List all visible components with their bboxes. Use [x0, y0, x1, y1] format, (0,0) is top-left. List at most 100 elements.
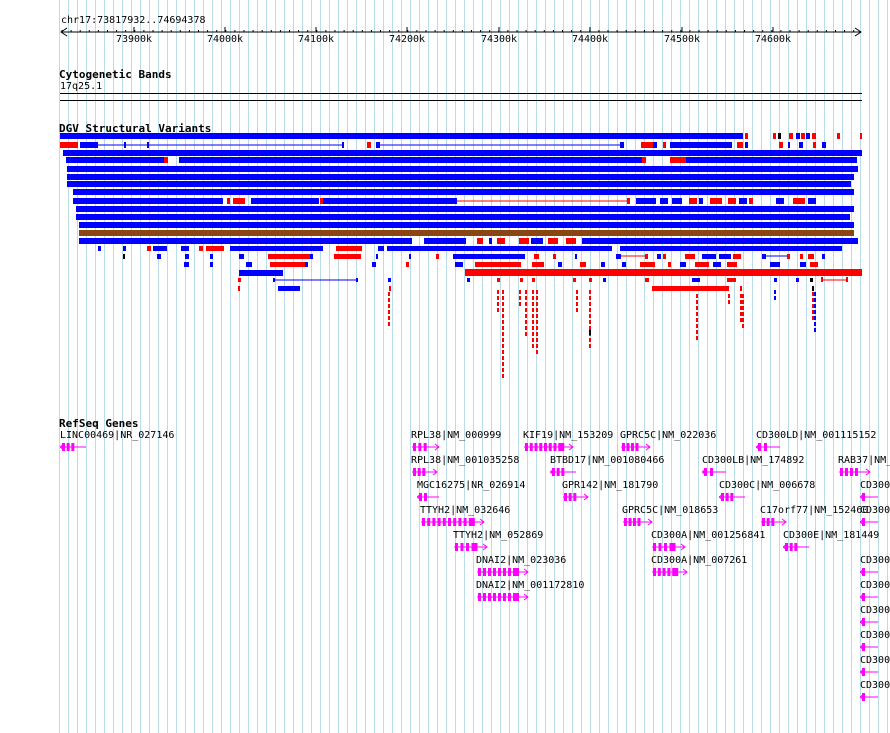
gene-label[interactable]: TTYH2|NM_052869 — [453, 530, 544, 541]
sv-small-variant[interactable] — [589, 320, 591, 324]
sv-feature[interactable] — [305, 262, 308, 267]
sv-small-variant[interactable] — [388, 298, 390, 302]
sv-feature[interactable] — [553, 254, 556, 259]
sv-small-variant[interactable] — [696, 306, 698, 310]
sv-feature[interactable] — [778, 133, 781, 139]
sv-small-variant[interactable] — [525, 332, 527, 336]
sv-small-variant[interactable] — [525, 302, 527, 306]
dgv-variants[interactable] — [0, 0, 890, 400]
sv-small-variant[interactable] — [589, 344, 591, 348]
sv-feature[interactable] — [270, 262, 305, 267]
sv-small-variant[interactable] — [740, 294, 742, 298]
sv-small-variant[interactable] — [696, 324, 698, 328]
sv-feature[interactable] — [745, 142, 748, 148]
sv-small-variant[interactable] — [502, 338, 504, 342]
sv-small-variant[interactable] — [536, 338, 538, 342]
gene-model[interactable] — [453, 542, 491, 552]
sv-feature[interactable] — [689, 198, 697, 204]
sv-small-variant[interactable] — [497, 308, 499, 312]
sv-feature[interactable] — [821, 277, 823, 282]
sv-small-variant[interactable] — [532, 302, 534, 306]
sv-feature[interactable] — [147, 142, 149, 148]
sv-feature[interactable] — [653, 142, 657, 148]
sv-feature[interactable] — [702, 254, 716, 259]
sv-feature[interactable] — [749, 198, 753, 204]
sv-feature[interactable] — [810, 278, 813, 282]
sv-feature[interactable] — [663, 142, 666, 148]
sv-feature[interactable] — [67, 174, 854, 180]
sv-feature[interactable] — [822, 142, 826, 148]
sv-feature[interactable] — [548, 238, 558, 244]
gene-model[interactable] — [838, 467, 874, 477]
sv-feature[interactable] — [336, 246, 362, 251]
sv-small-variant[interactable] — [536, 302, 538, 306]
sv-feature[interactable] — [73, 198, 223, 204]
sv-feature[interactable] — [640, 262, 655, 267]
gene-label[interactable]: CD300 — [860, 555, 890, 566]
sv-small-variant[interactable] — [696, 318, 698, 322]
sv-feature[interactable] — [566, 238, 576, 244]
gene-label[interactable]: LINC00469|NR_027146 — [60, 430, 175, 441]
sv-small-variant[interactable] — [696, 330, 698, 334]
sv-feature[interactable] — [80, 142, 98, 148]
sv-feature[interactable] — [589, 278, 592, 282]
gene-label[interactable]: CD300A|NM_007261 — [651, 555, 748, 566]
sv-feature[interactable] — [745, 133, 748, 139]
sv-feature[interactable] — [558, 262, 562, 267]
sv-feature[interactable] — [670, 142, 732, 148]
sv-small-variant[interactable] — [814, 304, 816, 308]
sv-feature[interactable] — [467, 278, 470, 282]
sv-small-variant[interactable] — [502, 344, 504, 348]
sv-feature[interactable] — [737, 142, 743, 148]
gene-model[interactable] — [760, 517, 790, 527]
sv-feature[interactable] — [645, 278, 649, 282]
sv-small-variant[interactable] — [740, 312, 742, 316]
gene-model[interactable] — [411, 467, 441, 477]
sv-small-variant[interactable] — [519, 290, 521, 294]
gene-model[interactable] — [860, 692, 882, 702]
gene-model[interactable] — [420, 517, 488, 527]
sv-feature[interactable] — [710, 198, 722, 204]
sv-feature[interactable] — [238, 286, 240, 291]
sv-small-variant[interactable] — [589, 338, 591, 342]
sv-small-variant[interactable] — [502, 362, 504, 366]
gene-label[interactable]: C17orf77|NM_152460 — [760, 505, 869, 516]
gene-model[interactable] — [702, 467, 730, 477]
sv-feature[interactable] — [796, 278, 799, 282]
sv-small-variant[interactable] — [742, 300, 744, 304]
sv-small-variant[interactable] — [502, 374, 504, 378]
gene-label[interactable]: GPRC5C|NM_022036 — [620, 430, 717, 441]
gene-label[interactable]: CD300 — [860, 655, 890, 666]
gene-model[interactable] — [651, 567, 691, 577]
sv-small-variant[interactable] — [589, 290, 591, 294]
sv-small-variant[interactable] — [589, 296, 591, 300]
sv-small-variant[interactable] — [536, 344, 538, 348]
sv-feature[interactable] — [680, 262, 686, 267]
sv-small-variant[interactable] — [742, 318, 744, 322]
sv-feature[interactable] — [808, 254, 814, 259]
sv-small-variant[interactable] — [525, 320, 527, 324]
gene-label[interactable]: CD300E|NM_181449 — [783, 530, 880, 541]
sv-feature[interactable] — [372, 262, 376, 267]
sv-feature[interactable] — [773, 133, 776, 139]
sv-feature[interactable] — [740, 286, 742, 291]
sv-feature[interactable] — [376, 254, 378, 259]
sv-feature[interactable] — [63, 150, 862, 156]
sv-feature[interactable] — [239, 254, 244, 259]
gene-model[interactable] — [620, 442, 654, 452]
sv-small-variant[interactable] — [532, 290, 534, 294]
sv-feature[interactable] — [436, 254, 439, 259]
sv-small-variant[interactable] — [502, 326, 504, 330]
sv-small-variant[interactable] — [536, 332, 538, 336]
sv-feature[interactable] — [257, 198, 319, 204]
sv-feature[interactable] — [796, 133, 800, 139]
sv-feature[interactable] — [806, 133, 810, 139]
sv-small-variant[interactable] — [728, 294, 730, 298]
sv-small-variant[interactable] — [502, 320, 504, 324]
sv-small-variant[interactable] — [388, 316, 390, 320]
sv-feature[interactable] — [424, 238, 466, 244]
sv-feature[interactable] — [534, 254, 539, 259]
sv-feature[interactable] — [124, 142, 126, 148]
sv-feature[interactable] — [589, 330, 591, 335]
sv-feature[interactable] — [179, 157, 642, 163]
